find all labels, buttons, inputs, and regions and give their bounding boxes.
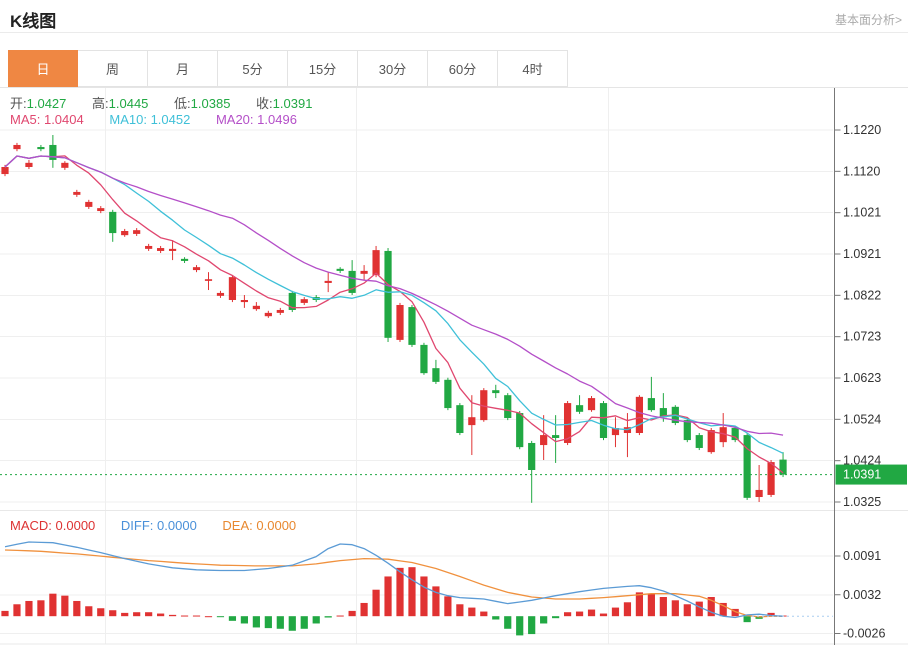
tab-4hour[interactable]: 4时 — [498, 50, 568, 87]
fundamental-analysis-link[interactable]: 基本面分析> — [834, 13, 902, 27]
tab-30min[interactable]: 30分 — [358, 50, 428, 87]
kline-canvas[interactable]: 1.1220 1.1120 1.1021 1.0921 1.0822 1.0723 1.06… — [0, 88, 908, 645]
current-price-badge: 1.0391 — [835, 464, 907, 485]
tab-day[interactable]: 日 — [8, 50, 78, 87]
interval-tabbar: 日 周 月 5分 15分 30分 60分 4时 — [0, 50, 908, 88]
macd-histogram — [1, 567, 787, 636]
svg-text:1.0822: 1.0822 — [843, 288, 881, 302]
svg-text:1.1021: 1.1021 — [843, 206, 881, 220]
tab-5min[interactable]: 5分 — [218, 50, 288, 87]
header-divider — [0, 32, 908, 33]
svg-text:1.0723: 1.0723 — [843, 330, 881, 344]
tab-60min[interactable]: 60分 — [428, 50, 498, 87]
tab-15min[interactable]: 15分 — [288, 50, 358, 87]
grid-lines — [0, 88, 908, 645]
svg-text:1.0921: 1.0921 — [843, 247, 881, 261]
svg-text:1.1120: 1.1120 — [843, 164, 880, 178]
tab-month[interactable]: 月 — [148, 50, 218, 87]
svg-text:1.0623: 1.0623 — [843, 371, 881, 385]
svg-text:1.0424: 1.0424 — [843, 454, 881, 468]
tab-week[interactable]: 周 — [78, 50, 148, 87]
svg-text:-0.0026: -0.0026 — [843, 627, 885, 641]
svg-text:1.0524: 1.0524 — [843, 412, 881, 426]
svg-text:0.0091: 0.0091 — [843, 549, 881, 563]
page-title: K线图 — [10, 12, 57, 31]
svg-text:1.0325: 1.0325 — [843, 495, 881, 509]
macd-lines — [4, 541, 833, 619]
svg-text:0.0032: 0.0032 — [843, 588, 881, 602]
price-axis: 1.1220 1.1120 1.1021 1.0921 1.0822 1.0723 1.06… — [834, 88, 885, 645]
ma-lines — [4, 155, 784, 474]
svg-text:1.1220: 1.1220 — [843, 123, 881, 137]
svg-text:1.0391: 1.0391 — [843, 468, 881, 482]
candles — [1, 134, 787, 503]
